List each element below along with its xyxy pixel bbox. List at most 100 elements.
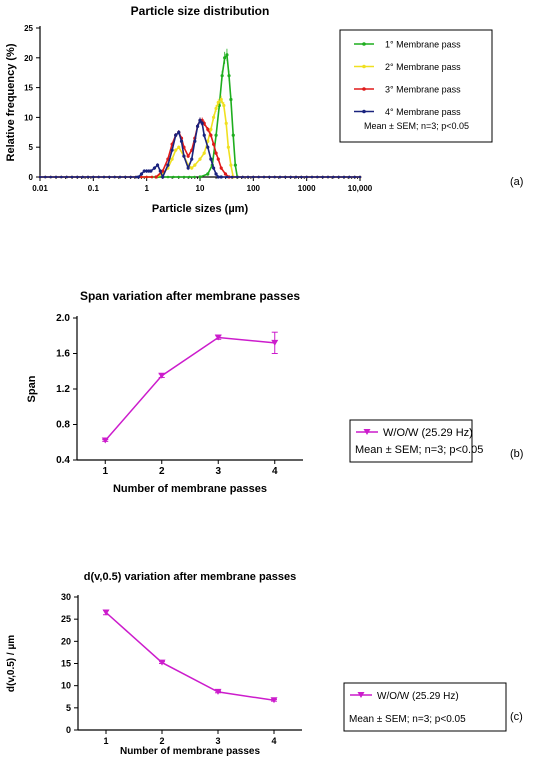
x-tick-label: 2 xyxy=(159,736,164,746)
data-point xyxy=(172,175,175,179)
data-point xyxy=(101,437,109,444)
data-point xyxy=(92,175,95,179)
series-1 xyxy=(102,609,278,704)
y-tick-label: 0.8 xyxy=(56,420,70,431)
y-tick-label: 15 xyxy=(24,84,33,93)
x-tick-label: 10,000 xyxy=(348,184,373,193)
legend-label: 3° Membrane pass xyxy=(385,85,461,95)
data-point xyxy=(225,175,228,179)
chart-panel-c: d(v,0.5) variation after membrane passes… xyxy=(6,571,523,757)
legend: W/O/W (25.29 Hz) Mean ± SEM; n=3; p<0.05 xyxy=(349,419,483,463)
legend-note: Mean ± SEM; n=3; p<0.05 xyxy=(355,444,483,456)
data-point xyxy=(38,175,42,179)
data-point xyxy=(102,609,110,616)
data-point xyxy=(158,372,166,379)
legend-box xyxy=(349,419,473,463)
x-tick-label: 1 xyxy=(103,736,108,746)
x-tick-label: 100 xyxy=(247,184,261,193)
legend-label: W/O/W (25.29 Hz) xyxy=(383,427,473,439)
legend-box xyxy=(339,29,493,143)
x-tick-label: 1 xyxy=(144,184,149,193)
data-point xyxy=(97,175,100,179)
y-tick-label: 10 xyxy=(61,681,71,691)
legend-note: Mean ± SEM; n=3; p<0.05 xyxy=(349,714,466,725)
data-point xyxy=(108,175,111,179)
y-tick-label: 15 xyxy=(61,659,71,669)
data-point xyxy=(289,175,292,179)
data-point xyxy=(161,175,165,179)
x-tick-label: 3 xyxy=(215,466,221,477)
y-axis-label: Span xyxy=(26,375,38,402)
x-tick-label: 2 xyxy=(159,466,165,477)
series-4 xyxy=(38,117,362,180)
y-tick-label: 0 xyxy=(29,173,34,182)
data-point xyxy=(246,175,250,179)
data-point xyxy=(113,175,116,179)
data-point xyxy=(257,175,260,179)
data-point xyxy=(305,175,308,179)
data-point xyxy=(252,175,255,179)
data-point xyxy=(321,175,324,179)
data-point xyxy=(118,175,122,179)
x-tick-label: 4 xyxy=(271,736,276,746)
data-point xyxy=(284,175,287,179)
legend-marker xyxy=(357,692,365,698)
legend: W/O/W (25.29 Hz) Mean ± SEM; n=3; p<0.05 xyxy=(343,682,507,732)
y-tick-label: 25 xyxy=(61,614,71,624)
data-point xyxy=(214,688,222,695)
data-point xyxy=(166,175,170,179)
x-tick-label: 1 xyxy=(102,466,108,477)
x-axis-label: Number of membrane passes xyxy=(113,483,267,495)
data-point xyxy=(129,175,132,179)
legend-box xyxy=(343,682,507,732)
data-point xyxy=(342,175,346,179)
panel-label: (b) xyxy=(510,448,523,460)
data-point xyxy=(70,175,74,179)
data-point xyxy=(86,175,90,179)
legend-marker xyxy=(362,109,366,114)
data-point xyxy=(145,175,148,179)
data-point xyxy=(348,175,351,179)
y-tick-label: 1.2 xyxy=(56,384,70,395)
series-2 xyxy=(38,95,362,179)
legend: 1° Membrane pass 2° Membrane pass 3° Membr… xyxy=(339,29,493,143)
data-point xyxy=(353,175,356,179)
x-axis-label: Number of membrane passes xyxy=(120,746,260,757)
data-point xyxy=(150,175,154,179)
legend-label: W/O/W (25.29 Hz) xyxy=(377,691,459,702)
y-tick-label: 0.4 xyxy=(56,455,70,466)
data-point xyxy=(214,334,222,341)
data-point xyxy=(310,175,314,179)
data-point xyxy=(102,175,106,179)
data-point xyxy=(177,175,180,179)
series-3 xyxy=(38,117,362,179)
data-point xyxy=(270,697,278,704)
legend-label: 2° Membrane pass xyxy=(385,62,461,72)
data-point xyxy=(65,175,68,179)
data-point xyxy=(49,175,52,179)
chart-title: d(v,0.5) variation after membrane passes xyxy=(84,571,297,583)
x-axis-label: Particle sizes (µm) xyxy=(152,203,249,215)
x-tick-label: 0.01 xyxy=(32,184,48,193)
data-point xyxy=(332,175,335,179)
chart-panel-a: Particle size distribution 0 5 10 15 20 25 0.01… xyxy=(5,4,523,215)
data-point xyxy=(44,175,47,179)
legend-marker xyxy=(363,429,371,435)
data-point xyxy=(154,175,158,179)
y-tick-label: 5 xyxy=(29,143,34,152)
data-point xyxy=(76,175,79,179)
y-tick-label: 20 xyxy=(61,636,71,646)
legend-note: Mean ± SEM; n=3; p<0.05 xyxy=(364,121,469,131)
data-point xyxy=(326,175,330,179)
x-tick-label: 10 xyxy=(196,184,205,193)
legend-marker xyxy=(362,42,366,46)
data-point xyxy=(294,175,298,179)
data-point xyxy=(81,175,84,179)
data-point xyxy=(182,175,186,179)
chart-panel-b: Span variation after membrane passes 0.4 0… xyxy=(26,289,523,495)
y-tick-label: 2.0 xyxy=(56,313,70,324)
y-tick-label: 0 xyxy=(66,725,71,735)
data-point xyxy=(337,175,340,179)
panel-label: (a) xyxy=(510,176,523,188)
